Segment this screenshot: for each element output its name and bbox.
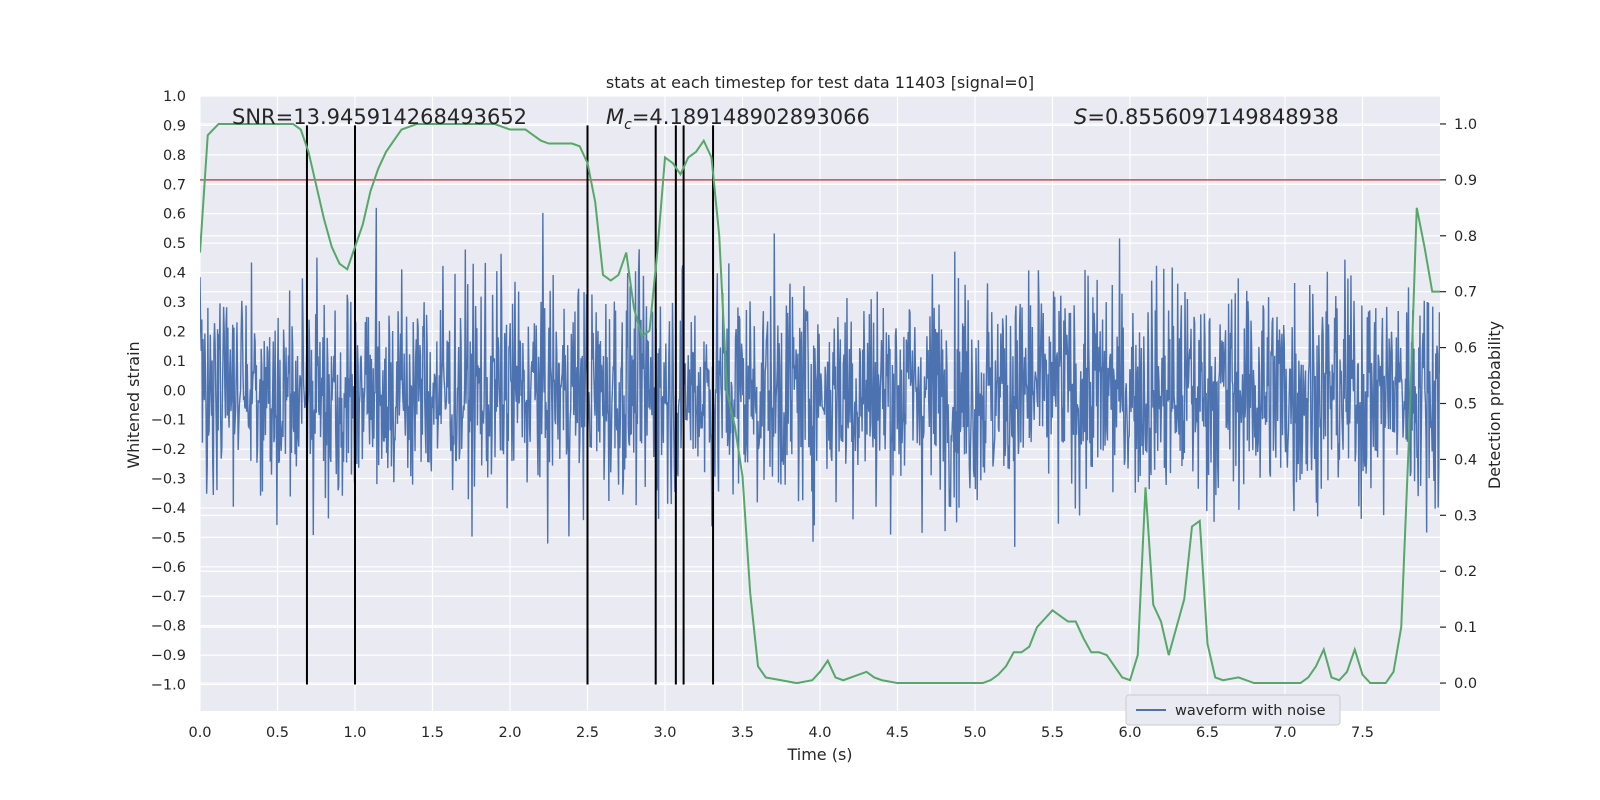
y-tick-label: 0.7 — [163, 177, 186, 193]
y-tick-label: 0.1 — [163, 354, 186, 370]
y2-tick-label: 0.1 — [1454, 620, 1477, 636]
s-symbol: S — [1074, 105, 1087, 129]
x-tick-label: 1.0 — [343, 725, 366, 741]
s-annotation: S=0.8556097149848938 — [1074, 105, 1339, 129]
vertical-markers — [305, 125, 715, 685]
y-tick-label: 0.8 — [163, 148, 186, 164]
chirp-mass-subscript: c — [624, 117, 632, 133]
y-tick-label: −0.9 — [151, 648, 186, 664]
y2-tick-label: 0.8 — [1454, 229, 1477, 245]
x-tick-label: 2.5 — [576, 725, 599, 741]
y2-tick-label: 0.4 — [1454, 452, 1477, 468]
x-tick-label: 6.5 — [1196, 725, 1219, 741]
y-tick-label: 0.0 — [163, 383, 186, 399]
x-tick-label: 4.0 — [808, 725, 831, 741]
legend-box — [1125, 694, 1341, 726]
snr-annotation: SNR=13.945914268493652 — [232, 105, 527, 129]
y-tick-label: 0.4 — [163, 266, 186, 282]
y2-tick-label: 0.3 — [1454, 508, 1477, 524]
y-tick-label: −0.1 — [151, 413, 186, 429]
y2-axis-ticks: 0.0 0.1 0.2 0.3 0.4 0.5 0.6 0.7 0.8 0.9 1.0 — [1440, 117, 1477, 692]
x-axis-ticks: 0.0 0.5 1.0 1.5 2.0 2.5 3.0 3.5 4.0 4.5 5.0 5.5 6.0 6… — [188, 725, 1374, 741]
x-tick-label: 5.0 — [963, 725, 986, 741]
legend: waveform with noise — [1125, 694, 1341, 726]
y-tick-label: −1.0 — [151, 678, 186, 694]
y2-axis-label: Detection probability — [1485, 321, 1504, 489]
x-axis-label: Time (s) — [786, 745, 852, 764]
legend-entry-waveform: waveform with noise — [1175, 703, 1326, 719]
chirp-mass-annotation: Mc=4.189148902893066 — [606, 105, 870, 133]
y-axis-ticks: −1.0 −0.9 −0.8 −0.7 −0.6 −0.5 −0.4 −0.3 −0.2 −0.1… — [151, 89, 186, 694]
chirp-mass-value: =4.189148902893066 — [632, 105, 870, 129]
x-tick-label: 0.0 — [188, 725, 211, 741]
x-tick-label: 3.5 — [731, 725, 754, 741]
x-tick-label: 1.5 — [421, 725, 444, 741]
y-tick-label: 0.2 — [163, 324, 186, 340]
waveform-series — [200, 207, 1440, 547]
y-tick-label: −0.7 — [151, 589, 186, 605]
y2-tick-label: 0.6 — [1454, 341, 1477, 357]
x-tick-label: 7.0 — [1273, 725, 1296, 741]
x-tick-label: 4.5 — [886, 725, 909, 741]
x-tick-label: 0.5 — [266, 725, 289, 741]
x-tick-label: 2.0 — [498, 725, 521, 741]
y-tick-label: −0.8 — [151, 619, 186, 635]
x-tick-label: 3.0 — [653, 725, 676, 741]
detection-probability-series — [200, 122, 1440, 685]
y-tick-label: 0.6 — [163, 207, 186, 223]
y-tick-label: 1.0 — [163, 89, 186, 105]
chart-title: stats at each timestep for test data 114… — [606, 73, 1034, 92]
y-axis-label: Whitened strain — [124, 341, 143, 468]
x-tick-label: 7.5 — [1351, 725, 1374, 741]
chirp-mass-symbol: M — [606, 105, 624, 129]
y-tick-label: −0.6 — [151, 560, 186, 576]
y2-tick-label: 0.2 — [1454, 564, 1477, 580]
x-tick-label: 6.0 — [1118, 725, 1141, 741]
y2-tick-label: 0.0 — [1454, 676, 1477, 692]
s-value: =0.8556097149848938 — [1087, 105, 1338, 129]
y-gridlines — [200, 95, 1440, 686]
y-tick-label: −0.5 — [151, 530, 186, 546]
y-tick-label: 0.5 — [163, 236, 186, 252]
y-tick-label: −0.3 — [151, 472, 186, 488]
y-tick-label: −0.4 — [151, 501, 186, 517]
y2-tick-label: 0.9 — [1454, 173, 1477, 189]
x-tick-label: 5.5 — [1041, 725, 1064, 741]
y-tick-label: 0.9 — [163, 118, 186, 134]
y2-tick-label: 0.7 — [1454, 285, 1477, 301]
y-tick-label: −0.2 — [151, 442, 186, 458]
y2-tick-label: 0.5 — [1454, 397, 1477, 413]
y2-tick-label: 1.0 — [1454, 117, 1477, 133]
y-tick-label: 0.3 — [163, 295, 186, 311]
